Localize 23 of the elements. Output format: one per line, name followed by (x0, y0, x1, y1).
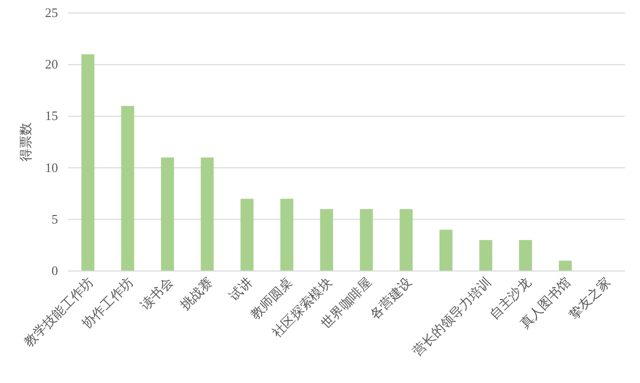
y-tick-label: 15 (45, 108, 58, 124)
bar (280, 198, 294, 271)
bar (519, 240, 532, 271)
y-tick-label: 5 (52, 211, 58, 226)
bar (439, 230, 452, 271)
bar (81, 54, 94, 271)
y-tick-label: 25 (45, 5, 58, 20)
bar (558, 260, 572, 271)
y-axis-title: 得票数 (18, 122, 33, 162)
y-tick-label: 10 (45, 160, 58, 175)
bar (320, 209, 334, 271)
bar (400, 209, 413, 271)
bar (479, 240, 492, 271)
bar (121, 106, 134, 271)
y-tick-label: 20 (45, 56, 58, 72)
x-tick-label: 挑战赛 (177, 274, 216, 313)
bar (360, 209, 373, 271)
y-tick-label: 0 (52, 263, 58, 278)
bar (200, 157, 214, 271)
x-tick-label: 读书会 (137, 274, 176, 313)
bar (240, 198, 254, 271)
bar (160, 157, 174, 271)
x-tick-label: 试讲 (226, 274, 256, 304)
